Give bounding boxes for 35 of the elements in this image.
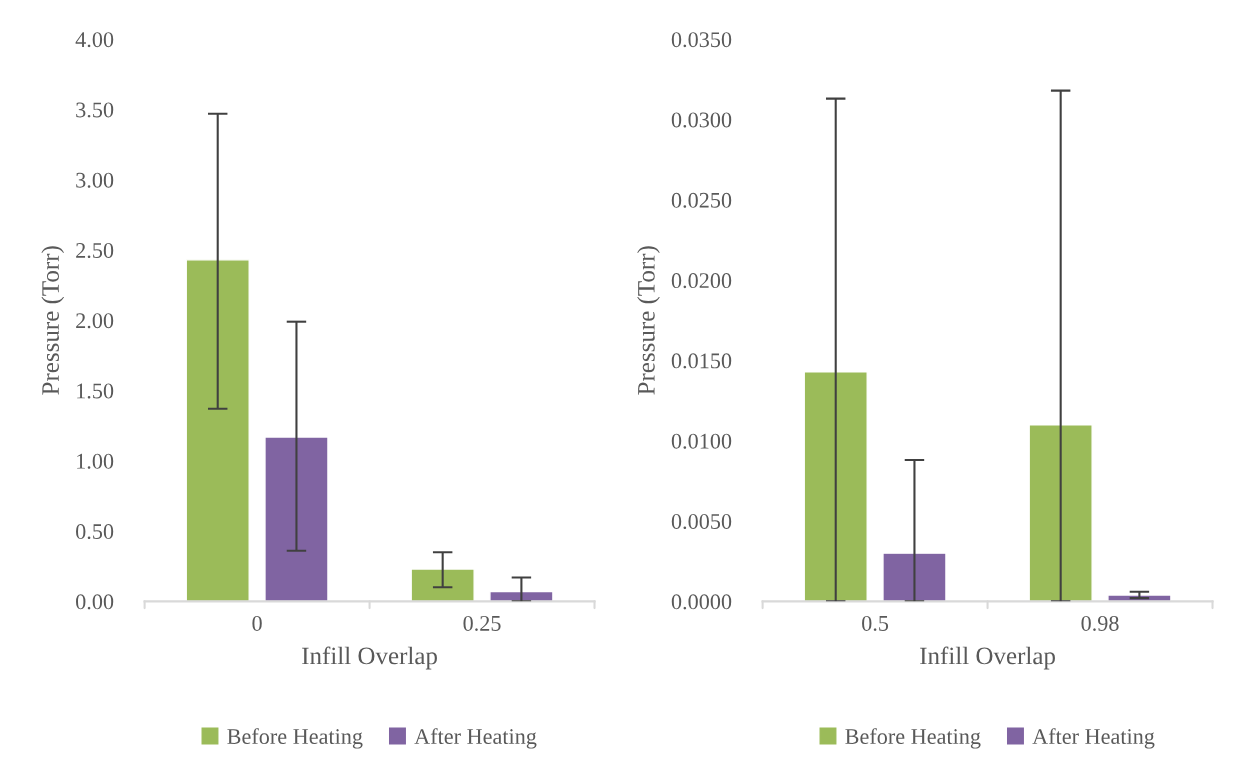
x-tick-label: 0.98 — [1081, 615, 1119, 631]
y-tick-label: 4.00 — [75, 32, 114, 48]
x-tick-label: 0 — [252, 615, 262, 631]
y-tick-label: 3.50 — [76, 102, 114, 118]
y-tick-label: 0.0200 — [671, 273, 732, 289]
x-axis-title: Infill Overlap — [920, 646, 1055, 670]
y-tick-label: 0.0000 — [671, 594, 732, 610]
bar — [264, 436, 329, 602]
x-axis-title: Infill Overlap — [302, 646, 437, 670]
y-axis-title: Pressure (Torr) — [637, 246, 660, 395]
legend-label: After Heating — [1032, 728, 1155, 749]
y-tick-label: 3.00 — [76, 172, 114, 188]
y-tick-label: 0.0050 — [671, 513, 732, 530]
legend-label: Before Heating — [845, 728, 981, 749]
y-tick-label: 0.0250 — [671, 192, 732, 208]
y-tick-label: 2.50 — [76, 242, 114, 259]
y-tick-label: 0.0300 — [671, 112, 732, 128]
x-tick-label: 0.25 — [463, 615, 501, 631]
bar — [882, 552, 947, 602]
bar — [1028, 423, 1093, 602]
legend-label: After Heating — [414, 728, 537, 749]
y-axis-title: Pressure (Torr) — [41, 246, 65, 395]
bar — [185, 259, 250, 602]
y-tick-label: 1.50 — [77, 383, 114, 399]
bar — [803, 370, 868, 602]
y-tick-label: 0.00 — [76, 594, 114, 610]
y-tick-label: 0.0150 — [671, 353, 732, 369]
y-tick-label: 2.00 — [76, 313, 114, 329]
y-tick-label: 0.0100 — [671, 433, 732, 449]
y-tick-label: 0.50 — [76, 524, 114, 540]
legend-label: Before Heating — [227, 728, 363, 749]
x-tick-label: 0.5 — [862, 615, 889, 631]
y-tick-label: 1.00 — [77, 453, 114, 469]
bar — [410, 568, 475, 602]
y-tick-label: 0.0350 — [671, 32, 732, 48]
